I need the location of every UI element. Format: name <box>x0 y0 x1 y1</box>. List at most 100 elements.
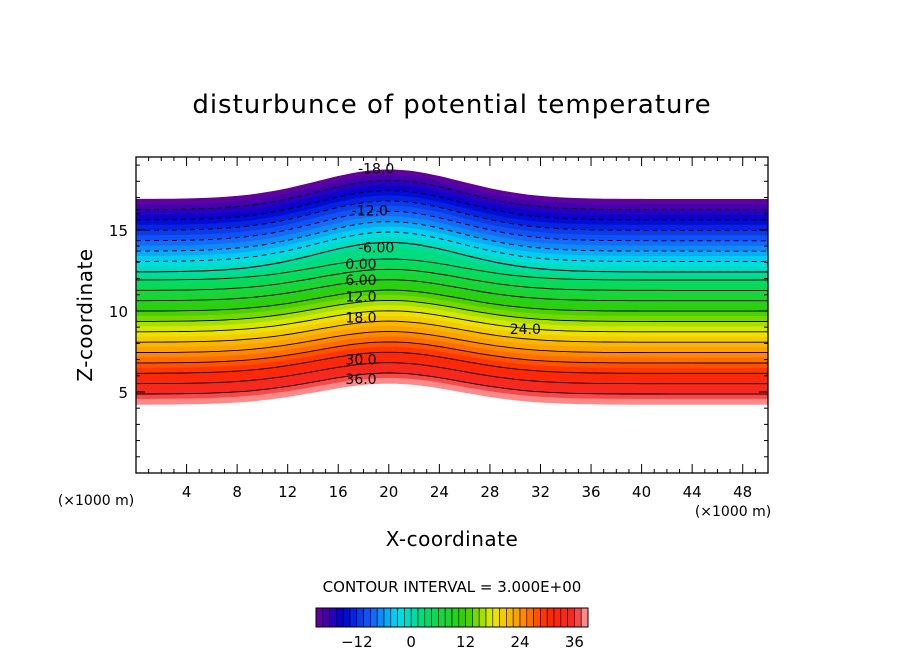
colorbar-tick-label: 36 <box>565 633 584 651</box>
contour-line <box>136 331 768 354</box>
colorbar-swatch <box>370 607 378 628</box>
colorbar-swatch <box>540 607 548 628</box>
contour-line <box>136 210 768 242</box>
colorbar-swatch <box>397 607 405 628</box>
contour-fill-bands <box>136 169 768 405</box>
axis-ticks <box>136 157 768 473</box>
y-tick-label: 5 <box>118 384 128 402</box>
y-unit-label: (×1000 m) <box>58 493 134 509</box>
x-tick-label: 8 <box>232 483 242 501</box>
x-tick-label: 20 <box>379 483 398 501</box>
contour-line <box>136 190 768 221</box>
colorbar-swatch <box>512 607 521 628</box>
chart-title: disturbunce of potential temperature <box>192 90 711 120</box>
colorbar-swatch <box>451 607 460 628</box>
colorbar-tick-label: −12 <box>341 633 373 651</box>
contour-line <box>136 179 768 211</box>
colorbar-swatch <box>438 607 446 628</box>
y-tick-label: 15 <box>109 222 128 240</box>
colorbar-swatch <box>431 607 439 628</box>
colorbar-swatch <box>465 607 473 628</box>
colorbar-swatch <box>458 607 466 628</box>
colorbar <box>315 607 589 628</box>
colorbar-swatch <box>546 607 555 628</box>
colorbar-swatch <box>553 607 562 628</box>
colorbar-swatch <box>567 607 575 628</box>
colorbar-swatch <box>533 607 541 628</box>
colorbar-swatch <box>404 607 412 628</box>
contour-line <box>136 268 768 291</box>
y-tick-label: 10 <box>109 303 128 321</box>
x-tick-labels: 4 8 12 16 20 24 28 32 36 40 44 48 <box>182 483 752 501</box>
colorbar-swatch <box>342 607 351 628</box>
colorbar-swatch <box>485 607 494 628</box>
colorbar-swatch <box>315 607 324 628</box>
colorbar-tick-label: 12 <box>456 633 475 651</box>
colorbar-swatch <box>560 607 568 628</box>
colorbar-swatch <box>526 607 534 628</box>
x-axis-title: X-coordinate <box>386 527 519 551</box>
colorbar-swatch <box>492 607 500 628</box>
colorbar-swatch <box>329 607 337 628</box>
colorbar-tick-label: 0 <box>406 633 416 651</box>
colorbar-swatch <box>322 607 330 628</box>
contour-line <box>136 289 768 312</box>
x-tick-label: 4 <box>182 483 192 501</box>
contour-line <box>136 351 768 374</box>
y-tick-labels: 5 10 15 <box>109 222 128 402</box>
contour-line <box>136 362 768 385</box>
x-tick-label: 36 <box>581 483 600 501</box>
x-tick-label: 40 <box>632 483 651 501</box>
colorbar-tick-label: 24 <box>510 633 529 651</box>
colorbar-swatch <box>580 607 589 628</box>
contour-label: -6.00 <box>358 241 394 257</box>
contour-line <box>136 341 768 364</box>
contour-line <box>136 372 768 395</box>
contour-label: 18.0 <box>345 310 376 326</box>
x-tick-label: 32 <box>531 483 550 501</box>
contour-label: 30.0 <box>345 353 376 369</box>
colorbar-swatch <box>363 607 371 628</box>
x-tick-label: 48 <box>733 483 752 501</box>
colorbar-swatch <box>356 607 364 628</box>
contour-line <box>136 310 768 333</box>
colorbar-swatch <box>349 607 358 628</box>
contour-lines <box>136 179 768 395</box>
contour-line <box>136 258 768 281</box>
x-tick-label: 16 <box>329 483 348 501</box>
contour-label: 6.00 <box>345 273 376 289</box>
colorbar-swatch <box>336 607 344 628</box>
contour-line <box>136 231 768 262</box>
contour-band <box>136 377 768 405</box>
contour-line <box>136 221 768 252</box>
contour-line <box>136 241 768 273</box>
x-unit-label: (×1000 m) <box>695 504 771 520</box>
x-tick-label: 28 <box>480 483 499 501</box>
colorbar-swatch <box>376 607 385 628</box>
contour-label: -12.0 <box>352 204 388 220</box>
colorbar-swatch <box>478 607 487 628</box>
contour-interval-text: CONTOUR INTERVAL = 3.000E+00 <box>323 578 582 596</box>
colorbar-swatch <box>519 607 528 628</box>
x-tick-label: 44 <box>683 483 702 501</box>
contour-line <box>136 200 768 231</box>
colorbar-swatch <box>390 607 398 628</box>
y-axis-title: Z-coordinate <box>73 248 97 381</box>
colorbar-frame <box>315 607 589 628</box>
colorbar-swatch <box>410 607 419 628</box>
colorbar-swatch <box>417 607 426 628</box>
colorbar-swatch <box>499 607 507 628</box>
colorbar-swatch <box>424 607 432 628</box>
contour-line <box>136 320 768 343</box>
x-tick-label: 24 <box>430 483 449 501</box>
colorbar-tick-labels: −12 0 12 24 36 <box>341 633 584 651</box>
contour-label: 36.0 <box>345 372 376 388</box>
colorbar-swatch <box>574 607 582 628</box>
colorbar-swatch <box>506 607 514 628</box>
colorbar-swatch <box>444 607 453 628</box>
colorbar-swatch <box>472 607 480 628</box>
contour-line <box>136 279 768 302</box>
x-tick-label: 12 <box>278 483 297 501</box>
